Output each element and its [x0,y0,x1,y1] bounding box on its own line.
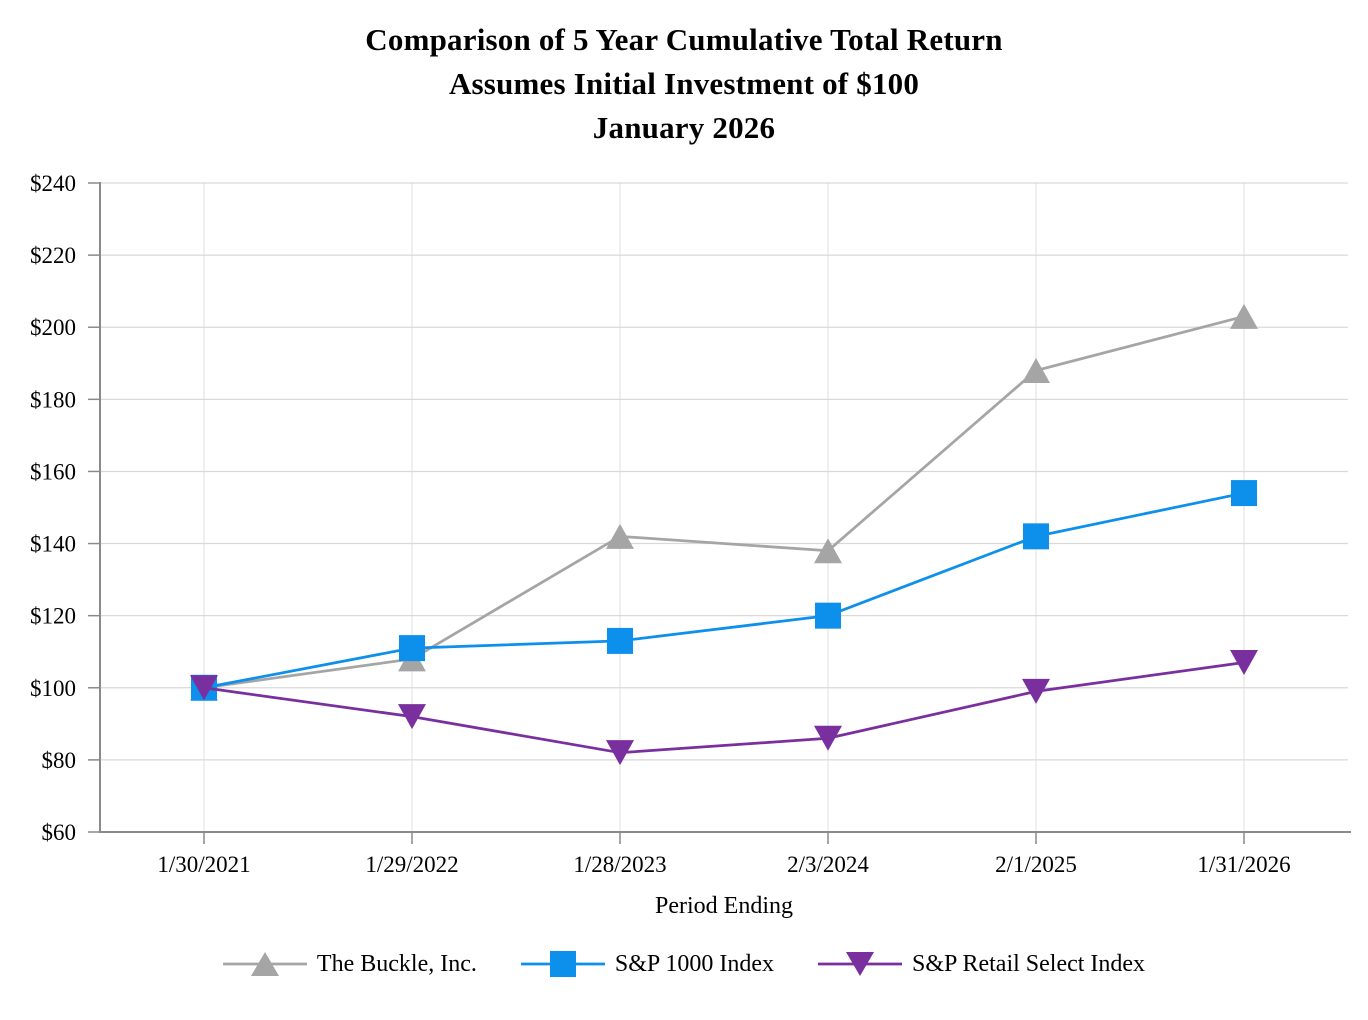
square-icon [520,951,605,977]
title-line-3: January 2026 [592,110,776,145]
y-tick-label: $180 [30,387,76,412]
title-line-2: Assumes Initial Investment of $100 [448,66,920,101]
data-marker-square [815,602,841,629]
data-marker-triangle-down [606,740,634,766]
data-marker-square [399,635,425,662]
legend-label-sp1000: S&P 1000 Index [614,950,774,977]
legend-item-buckle: The Buckle, Inc. [222,950,477,978]
y-tick-label: $160 [30,459,76,484]
legend-label-retail-select: S&P Retail Select Index [911,950,1146,977]
title-line-1: Comparison of 5 Year Cumulative Total Re… [365,22,1003,57]
x-tick-label: 1/28/2023 [573,852,666,877]
data-marker-triangle-up [606,523,634,549]
data-marker-triangle-up [814,538,842,564]
series-line-1 [203,491,1245,690]
x-tick-label: 2/1/2025 [995,852,1077,877]
x-tick-label: 1/29/2022 [365,852,458,877]
data-marker-triangle-up [1022,357,1050,383]
x-tick-label: 1/30/2021 [157,852,250,877]
x-tick-label: 1/31/2026 [1197,852,1290,877]
data-marker-square [1023,523,1049,550]
y-tick-label: $220 [30,243,76,268]
y-tick-label: $100 [30,676,76,701]
x-axis-title: Period Ending [655,893,793,919]
legend-item-retail-select: S&P Retail Select Index [817,950,1146,978]
data-marker-triangle-down [1230,650,1258,676]
series-line-2 [203,661,1245,755]
y-tick-label: $200 [30,315,76,340]
data-marker-triangle-down [814,725,842,751]
series-line-0 [203,315,1245,690]
legend-item-sp1000: S&P 1000 Index [520,950,774,978]
triangle-up-icon [222,952,307,976]
data-marker-square [607,627,633,654]
x-tick-label: 2/3/2024 [787,852,869,877]
y-tick-label: $120 [30,604,76,629]
triangle-down-icon [817,952,902,976]
data-marker-triangle-down [398,704,426,730]
data-marker-triangle-up [1230,303,1258,329]
data-marker-square [1231,480,1257,507]
y-tick-label: $60 [42,820,77,845]
legend: The Buckle, Inc. S&P 1000 Index S&P Reta… [0,950,1368,978]
y-tick-label: $240 [30,171,76,196]
y-tick-label: $140 [30,532,76,557]
data-marker-triangle-down [1022,678,1050,704]
legend-label-buckle: The Buckle, Inc. [316,950,477,977]
data-marker-triangle-down [190,675,218,701]
y-tick-label: $80 [42,748,77,773]
chart-title: Comparison of 5 Year Cumulative Total Re… [0,18,1368,150]
